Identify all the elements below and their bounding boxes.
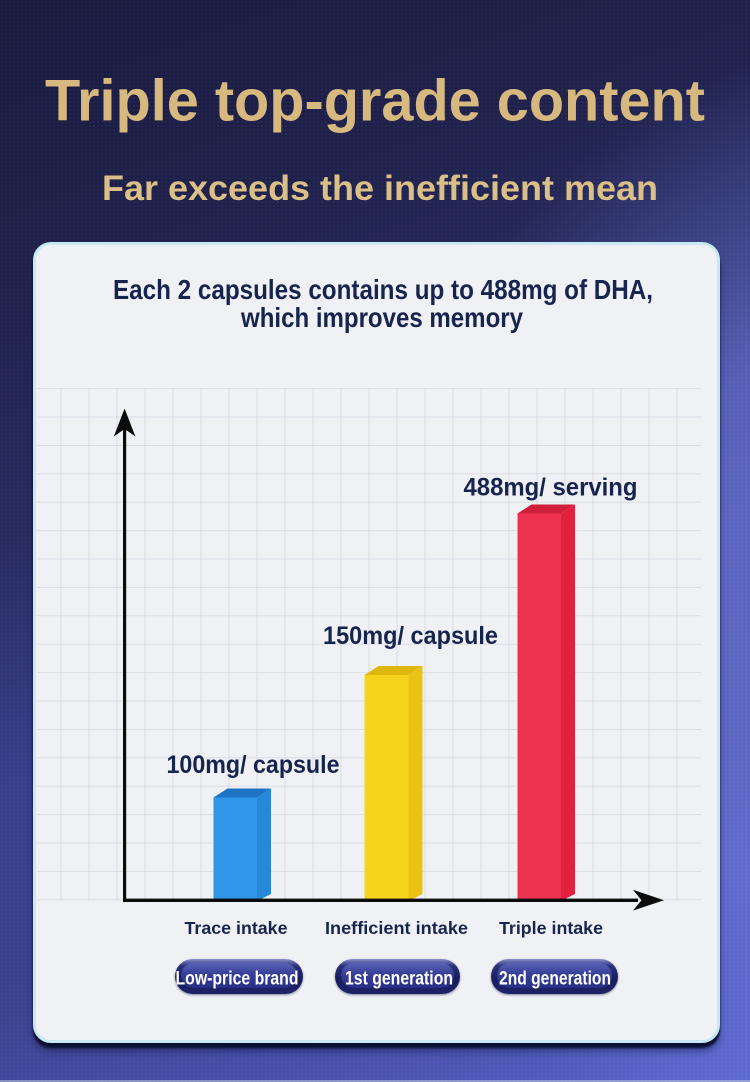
svg-text:488mg/ serving: 488mg/ serving	[464, 474, 638, 502]
svg-text:150mg/ capsule: 150mg/ capsule	[323, 622, 498, 650]
svg-text:Triple intake: Triple intake	[499, 918, 603, 938]
svg-text:1st generation: 1st generation	[345, 969, 453, 990]
svg-text:Low-price brand: Low-price brand	[176, 969, 299, 990]
svg-text:Far exceeds the inefficient me: Far exceeds the inefficient mean	[102, 169, 658, 208]
svg-text:2nd generation: 2nd generation	[499, 969, 611, 990]
svg-text:Trace intake: Trace intake	[185, 918, 288, 938]
svg-text:Triple top-grade content: Triple top-grade content	[45, 69, 705, 134]
svg-text:100mg/ capsule: 100mg/ capsule	[167, 751, 340, 779]
svg-text:Inefficient intake: Inefficient intake	[325, 918, 468, 938]
svg-text:Each 2 capsules contains up to: Each 2 capsules contains up to 488mg of …	[113, 274, 653, 305]
svg-text:which improves memory: which improves memory	[240, 302, 523, 333]
